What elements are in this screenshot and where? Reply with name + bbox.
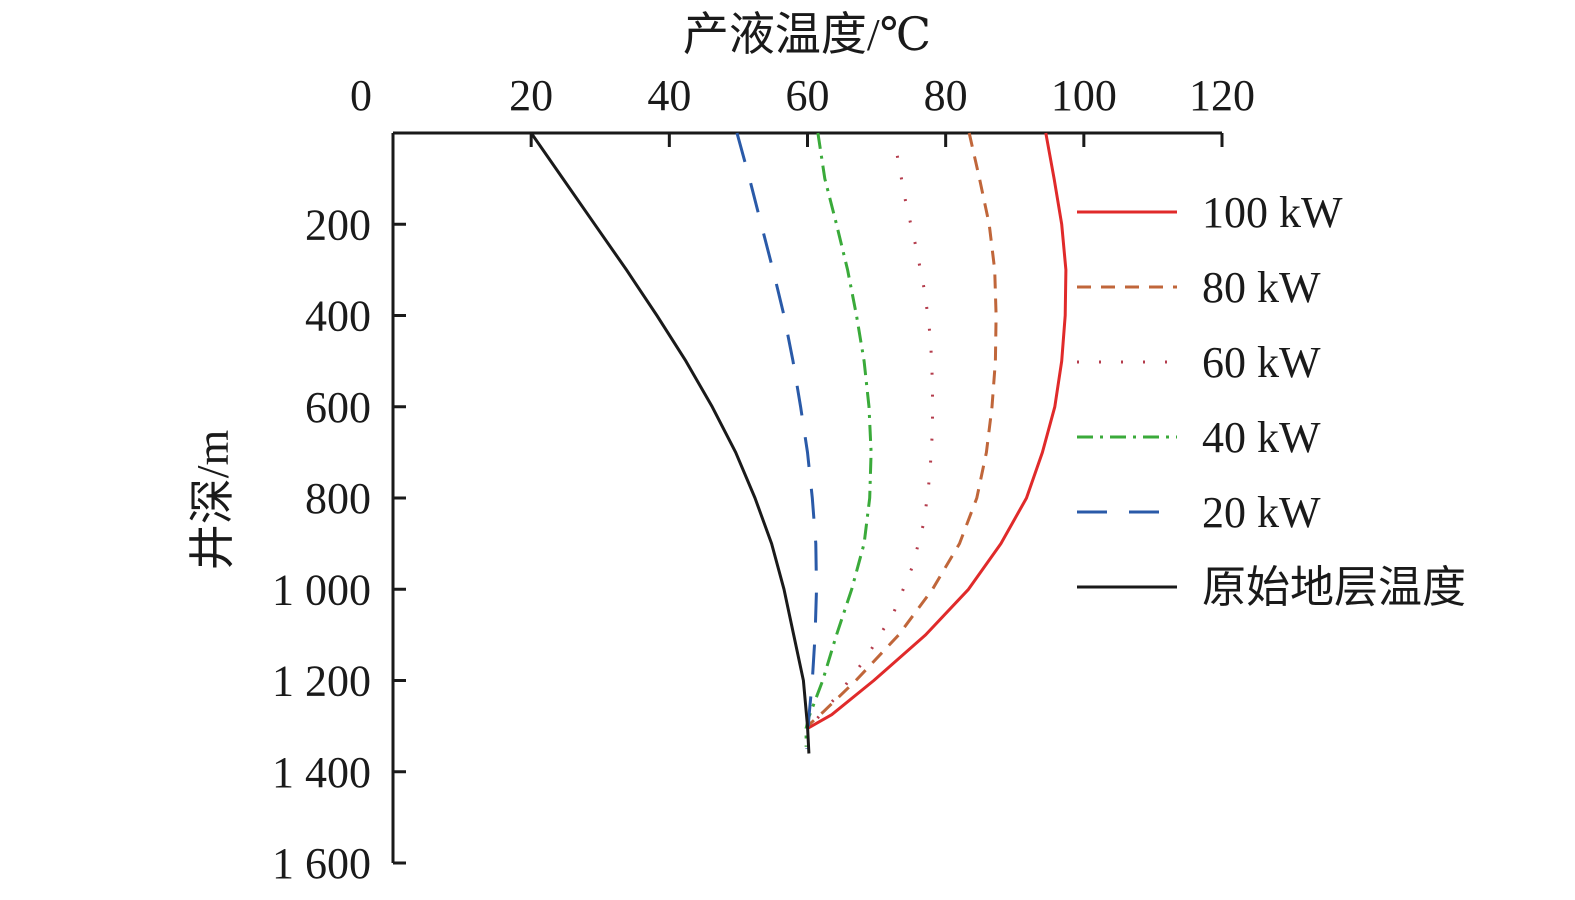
x-tick-label: 40: [647, 71, 691, 120]
y-tick-label: 800: [305, 474, 371, 523]
x-tick-label: 120: [1189, 71, 1255, 120]
x-axis-ticks: 0 20 40 60 80 100 120: [350, 71, 1255, 147]
y-tick-label: 400: [305, 292, 371, 341]
series-lines: [529, 132, 1068, 754]
legend-label: 80 kW: [1202, 263, 1321, 312]
y-axis-title: 井深/m: [187, 430, 238, 571]
y-tick-label: 200: [305, 200, 371, 249]
x-tick-label: 100: [1051, 71, 1117, 120]
series-line-5: [529, 132, 811, 754]
plot-area: 0 20 40 60 80 100 120 200 400 600 800 1 000 1 200 1 …: [272, 71, 1255, 888]
series-line-0: [806, 132, 1068, 730]
x-axis-title: 产液温度/℃: [683, 9, 931, 60]
series-line-4: [735, 132, 818, 749]
legend-label: 原始地层温度: [1202, 563, 1466, 612]
legend-label: 100 kW: [1202, 188, 1343, 237]
y-axis-ticks: 200 400 600 800 1 000 1 200 1 400 1 600: [272, 200, 406, 888]
y-tick-label: 600: [305, 383, 371, 432]
legend-label: 40 kW: [1202, 413, 1321, 462]
y-tick-label: 1 000: [272, 565, 371, 614]
y-tick-label: 1 400: [272, 748, 371, 797]
x-tick-label: 20: [509, 71, 553, 120]
legend-label: 60 kW: [1202, 338, 1321, 387]
legend-label: 20 kW: [1202, 488, 1321, 537]
y-tick-label: 1 200: [272, 657, 371, 706]
series-line-1: [806, 132, 998, 728]
x-tick-label: 60: [786, 71, 830, 120]
legend: 100 kW 80 kW 60 kW 40 kW 20 kW 原始地层温度: [1077, 188, 1466, 612]
y-tick-label: 1 600: [272, 839, 371, 888]
x-tick-label: 80: [924, 71, 968, 120]
series-line-3: [804, 132, 873, 747]
series-line-2: [813, 155, 934, 723]
x-tick-label: 0: [350, 71, 372, 120]
